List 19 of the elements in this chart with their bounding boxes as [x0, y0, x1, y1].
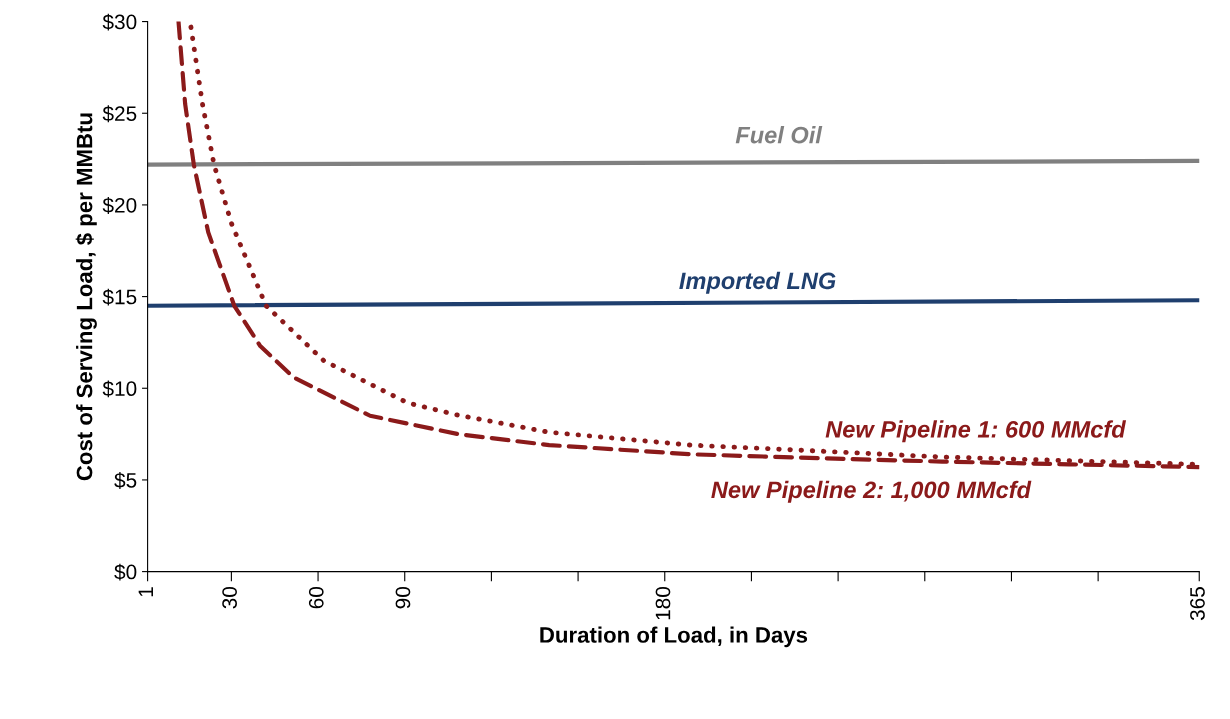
y-tick-label: $20 [102, 197, 137, 214]
y-tick-label: $30 [102, 13, 137, 31]
y-axis-title: Cost of Serving Load, $ per MMBtu [75, 113, 97, 481]
x-tick-label: 365 [1190, 587, 1205, 621]
series-label: New Pipeline 2: 1,000 MMcfd [711, 480, 1032, 503]
x-tick-label: 180 [655, 587, 671, 620]
series-label: Imported LNG [679, 271, 836, 294]
y-tick-label: $10 [102, 380, 137, 398]
x-tick-label: 30 [222, 587, 237, 609]
x-tick-label: 1 [138, 587, 153, 597]
y-tick-label: $0 [114, 563, 137, 581]
y-tick-label: $25 [102, 105, 137, 123]
series-label: Fuel Oil [735, 126, 823, 144]
y-tick-label: $15 [102, 288, 137, 306]
x-axis-title: Duration of Load, in Days [540, 626, 808, 648]
y-tick-label: $5 [114, 472, 137, 489]
x-tick-label: 90 [395, 587, 411, 609]
x-tick-label: 60 [308, 587, 324, 609]
series-label: New Pipeline 1: 600 MMcfd [825, 420, 1127, 443]
